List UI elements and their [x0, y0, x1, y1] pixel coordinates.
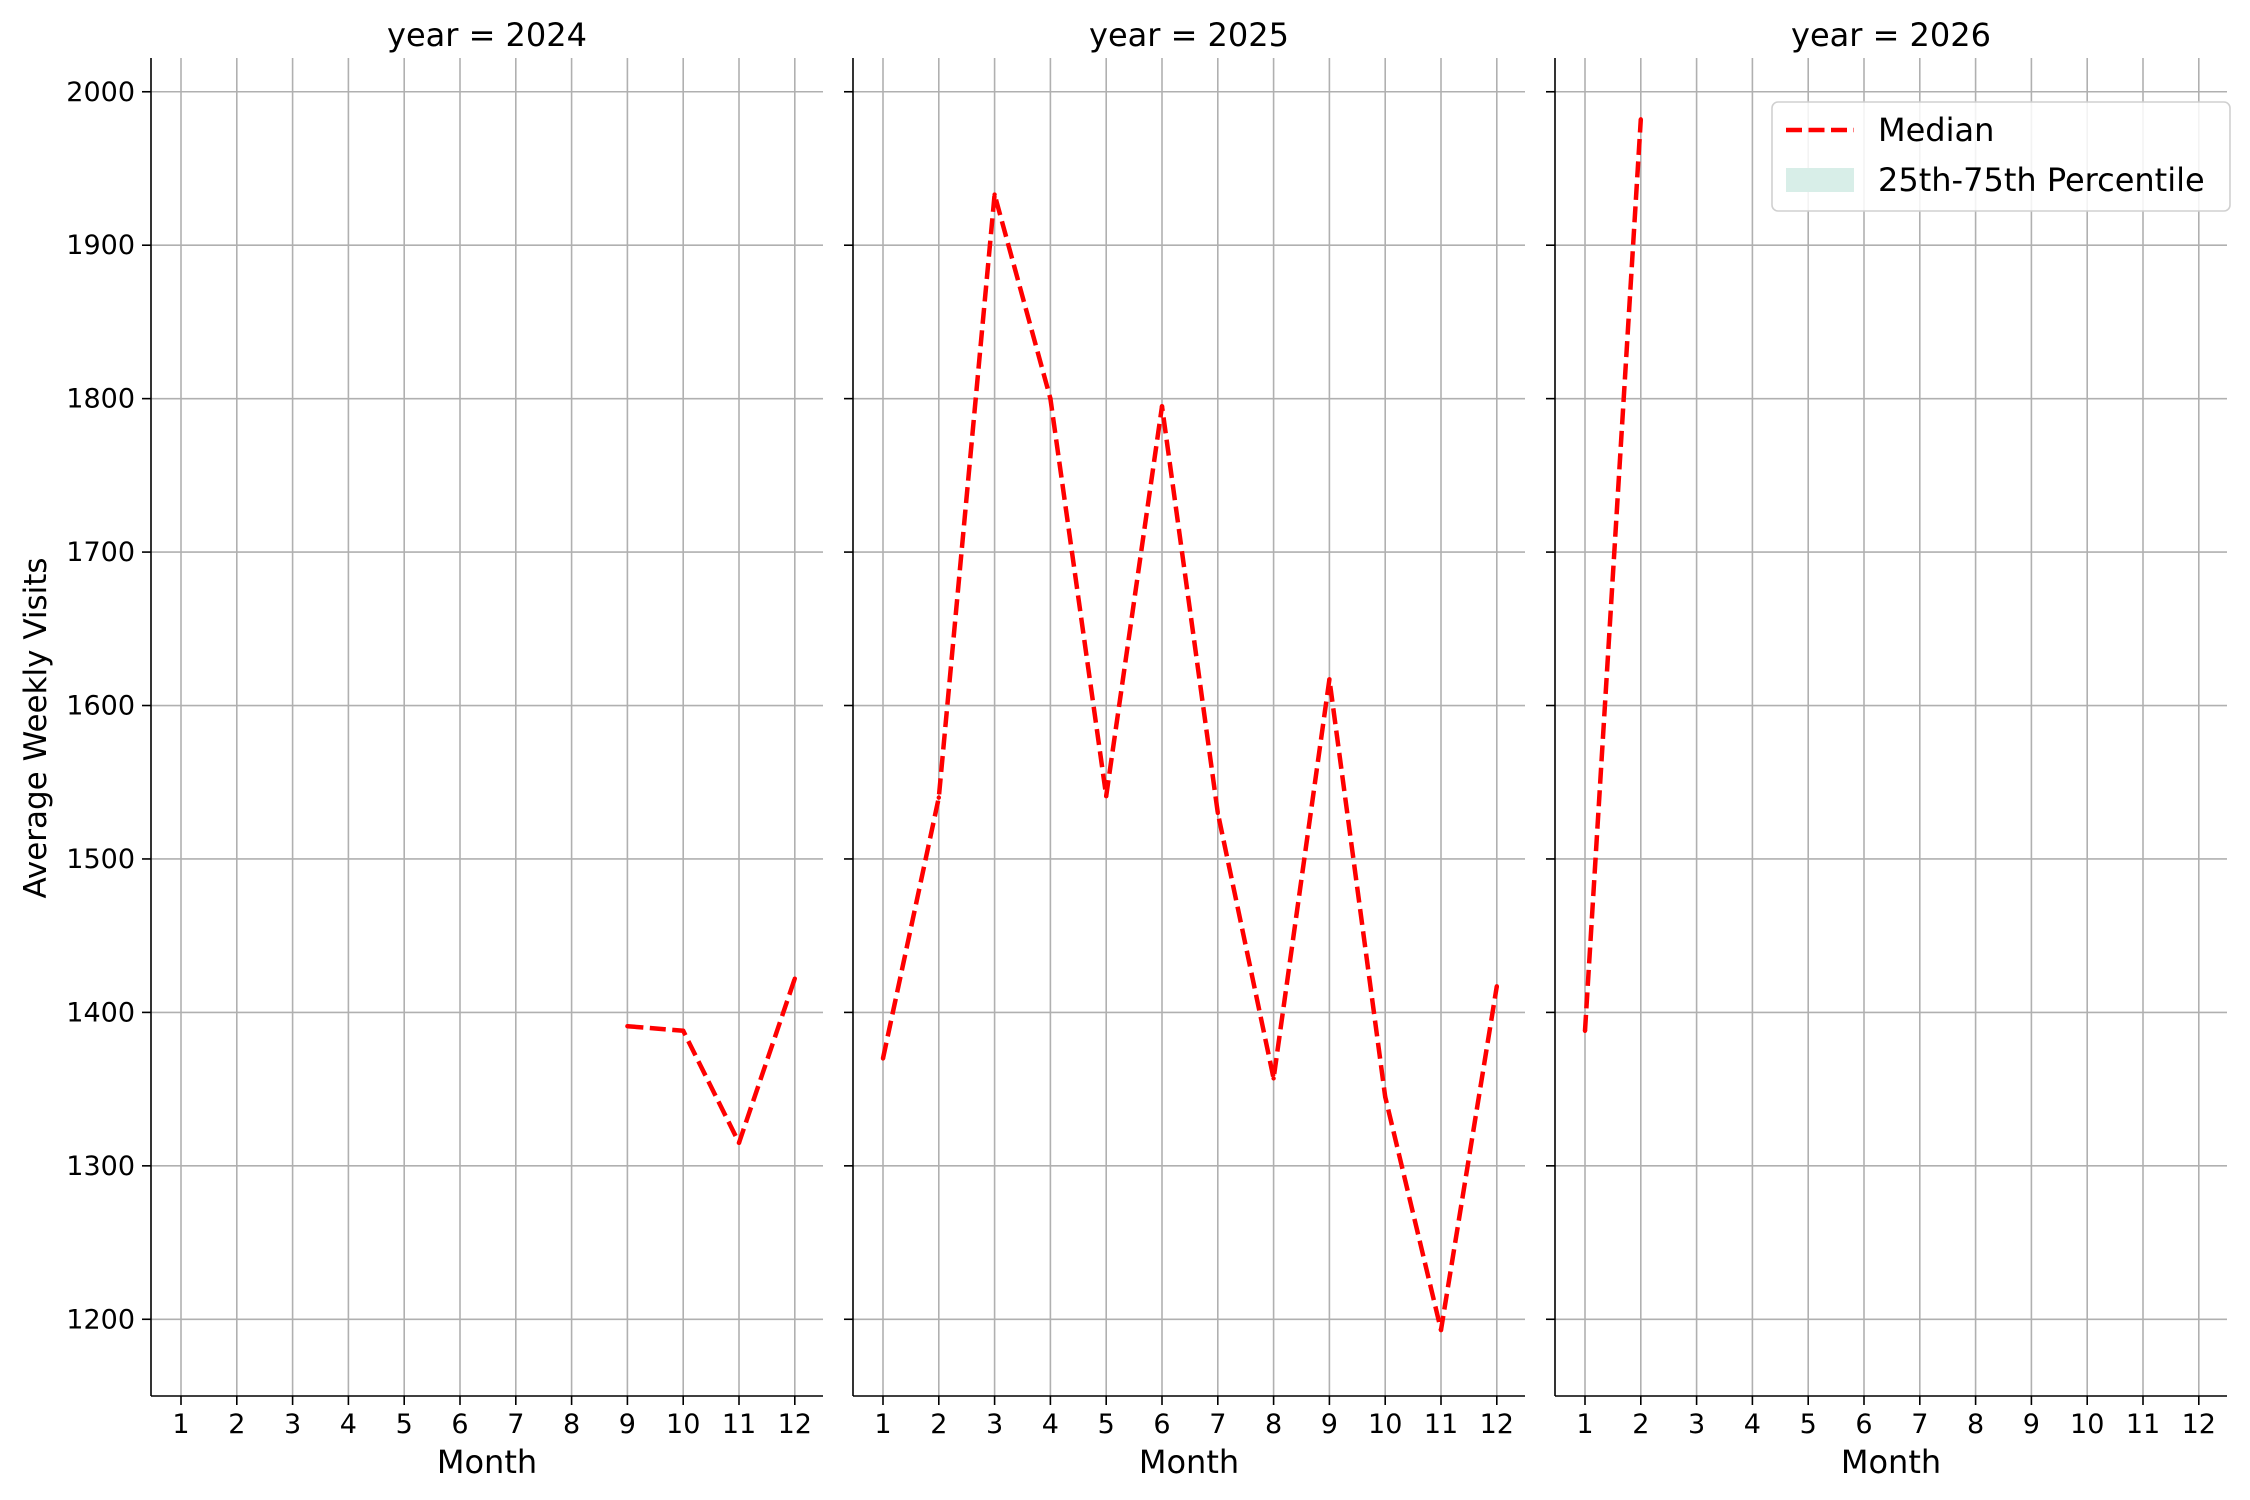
grid	[151, 58, 823, 1396]
panel-title: year = 2026	[1791, 16, 1991, 54]
legend-frame	[1771, 101, 2231, 212]
median-point	[792, 976, 797, 981]
x-tick-label: 10	[1368, 1409, 1402, 1440]
median-point	[1438, 1327, 1444, 1333]
median-point	[1271, 1076, 1276, 1081]
median-point	[1048, 396, 1053, 401]
legend-label: Median	[1878, 111, 1994, 149]
x-tick-label: 10	[666, 1409, 700, 1440]
x-axis-label: Month	[1139, 1443, 1239, 1481]
y-tick-label: 1300	[66, 1151, 135, 1182]
median-point	[1638, 117, 1644, 122]
panel-title: year = 2024	[387, 16, 587, 54]
x-tick-label: 4	[340, 1409, 357, 1440]
x-tick-label: 8	[563, 1409, 580, 1440]
x-tick-label: 6	[1855, 1409, 1872, 1440]
legend: Median 25th-75th Percentile	[1771, 101, 2231, 212]
x-tick-label: 11	[1424, 1409, 1458, 1440]
panel-title: year = 2025	[1089, 16, 1289, 54]
x-tick-label: 3	[284, 1409, 301, 1440]
x-tick-label: 9	[1321, 1409, 1338, 1440]
x-tick-label: 5	[1098, 1409, 1115, 1440]
x-tick-label: 5	[1800, 1409, 1817, 1440]
median-point	[1383, 1094, 1388, 1099]
x-tick-label: 8	[1967, 1409, 1984, 1440]
x-tick-label: 9	[619, 1409, 636, 1440]
median-point	[1494, 984, 1500, 989]
x-tick-label: 10	[2070, 1409, 2104, 1440]
y-tick-label: 1400	[66, 997, 135, 1028]
y-tick-label: 1800	[66, 384, 135, 415]
x-tick-label: 7	[507, 1409, 524, 1440]
x-tick-label: 3	[1688, 1409, 1705, 1440]
x-tick-label: 12	[778, 1409, 812, 1440]
y-tick-label: 2000	[66, 77, 135, 108]
grid	[853, 58, 1525, 1396]
x-tick-label: 3	[986, 1409, 1003, 1440]
x-tick-label: 2	[228, 1409, 245, 1440]
y-tick-label: 1900	[66, 230, 135, 261]
x-axis-label: Month	[437, 1443, 537, 1481]
y-axis-label: Average Weekly Visits	[18, 557, 54, 898]
legend-label: 25th-75th Percentile	[1878, 161, 2205, 199]
x-tick-label: 5	[396, 1409, 413, 1440]
x-tick-label: 7	[1209, 1409, 1226, 1440]
x-tick-label: 1	[1576, 1409, 1593, 1440]
median-point	[1159, 404, 1165, 409]
x-tick-label: 6	[1153, 1409, 1170, 1440]
x-tick-label: 12	[1480, 1409, 1514, 1440]
x-tick-label: 11	[722, 1409, 756, 1440]
x-tick-label: 2	[930, 1409, 947, 1440]
x-tick-label: 12	[2182, 1409, 2216, 1440]
median-line	[880, 192, 1500, 1333]
median-point	[1582, 1028, 1588, 1034]
legend-swatch-percentile	[1786, 168, 1854, 192]
median-point	[1104, 793, 1109, 799]
median-point	[1215, 810, 1221, 816]
median-point	[936, 795, 941, 800]
median-point	[681, 1028, 686, 1034]
y-tick-label: 1200	[66, 1304, 135, 1335]
x-tick-label: 11	[2126, 1409, 2160, 1440]
y-tick-label: 1700	[66, 537, 135, 568]
x-tick-label: 8	[1265, 1409, 1282, 1440]
median-point	[1327, 677, 1332, 682]
median-point	[992, 192, 997, 197]
x-tick-label: 1	[874, 1409, 891, 1440]
x-tick-label: 4	[1042, 1409, 1059, 1440]
x-axis-label: Month	[1841, 1443, 1941, 1481]
x-tick-label: 2	[1632, 1409, 1649, 1440]
x-tick-label: 6	[451, 1409, 468, 1440]
x-tick-label: 9	[2023, 1409, 2040, 1440]
median-line	[627, 977, 797, 1146]
median-point	[736, 1140, 742, 1146]
median-line	[1582, 119, 1644, 1031]
x-tick-label: 1	[172, 1409, 189, 1440]
x-tick-label: 7	[1911, 1409, 1928, 1440]
median-point	[880, 1056, 886, 1061]
grid	[1555, 58, 2227, 1396]
median-point	[625, 1024, 630, 1029]
x-tick-label: 4	[1744, 1409, 1761, 1440]
y-tick-label: 1500	[66, 844, 135, 875]
y-tick-label: 1600	[66, 691, 135, 722]
